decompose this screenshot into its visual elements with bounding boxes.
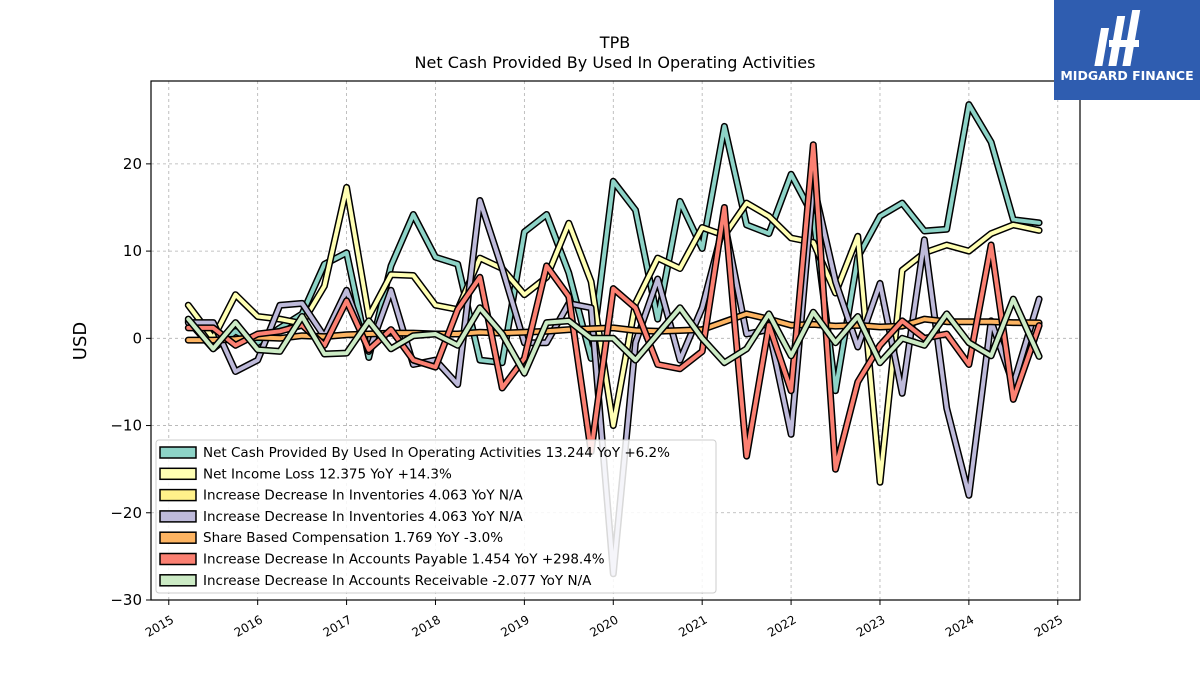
y-axis: −30 −20 −10 0 10 20 bbox=[110, 155, 151, 609]
legend-box bbox=[155, 439, 717, 594]
x-tick-label: 2018 bbox=[410, 612, 443, 639]
midgard-finance-logo: MIDGARD FINANCE bbox=[1054, 0, 1200, 100]
x-tick-label: 2025 bbox=[1032, 612, 1065, 639]
y-tick-label: 20 bbox=[123, 155, 142, 173]
legend-swatch bbox=[159, 446, 197, 459]
legend-label: Increase Decrease In Inventories 4.063 Y… bbox=[203, 509, 524, 525]
y-tick-label: −20 bbox=[110, 504, 142, 522]
legend: Net Cash Provided By Used In Operating A… bbox=[155, 439, 717, 594]
x-tick-label: 2017 bbox=[321, 612, 354, 639]
series-line-6 bbox=[184, 295, 1043, 377]
x-tick-label: 2020 bbox=[587, 612, 620, 639]
series-layer bbox=[184, 101, 1043, 578]
legend-label: Share Based Compensation 1.769 YoY -3.0% bbox=[203, 530, 503, 546]
series-line bbox=[186, 142, 1042, 472]
logo-text: MIDGARD FINANCE bbox=[1060, 68, 1194, 83]
x-tick-label: 2021 bbox=[676, 612, 709, 639]
y-tick-label: −10 bbox=[110, 417, 142, 435]
y-tick-label: 0 bbox=[132, 329, 142, 347]
legend-label: Increase Decrease In Accounts Receivable… bbox=[203, 573, 592, 589]
legend-swatch bbox=[159, 531, 197, 544]
legend-swatch bbox=[159, 510, 197, 523]
legend-swatch bbox=[159, 574, 197, 587]
legend-swatch bbox=[159, 552, 197, 566]
legend-label: Net Cash Provided By Used In Operating A… bbox=[203, 445, 670, 461]
series-line-5 bbox=[184, 141, 1043, 473]
plot-frame bbox=[150, 80, 1081, 601]
x-tick-label: 2015 bbox=[143, 612, 176, 639]
y-tick-label: −30 bbox=[110, 591, 142, 609]
x-tick-label: 2016 bbox=[232, 612, 265, 639]
logo-mark-icon bbox=[1094, 10, 1141, 66]
x-axis: 2015 2016 2017 2018 2019 2020 2021 2022 2023 2024… bbox=[143, 600, 1065, 640]
x-tick-label: 2023 bbox=[854, 612, 887, 639]
chart-title: TPB bbox=[599, 33, 630, 52]
series-line bbox=[186, 297, 1042, 376]
legend-label: Net Income Loss 12.375 YoY +14.3% bbox=[203, 466, 452, 482]
x-tick-label: 2024 bbox=[943, 612, 976, 639]
legend-label: Increase Decrease In Accounts Payable 1.… bbox=[203, 552, 605, 568]
x-tick-label: 2022 bbox=[765, 612, 798, 639]
x-tick-label: 2019 bbox=[498, 612, 531, 639]
y-tick-label: 10 bbox=[123, 242, 142, 260]
legend-swatch bbox=[159, 467, 197, 481]
legend-swatch bbox=[159, 488, 197, 502]
chart-subtitle: Net Cash Provided By Used In Operating A… bbox=[415, 53, 816, 72]
legend-label: Increase Decrease In Inventories 4.063 Y… bbox=[203, 488, 524, 504]
y-axis-label: USD bbox=[70, 322, 91, 360]
